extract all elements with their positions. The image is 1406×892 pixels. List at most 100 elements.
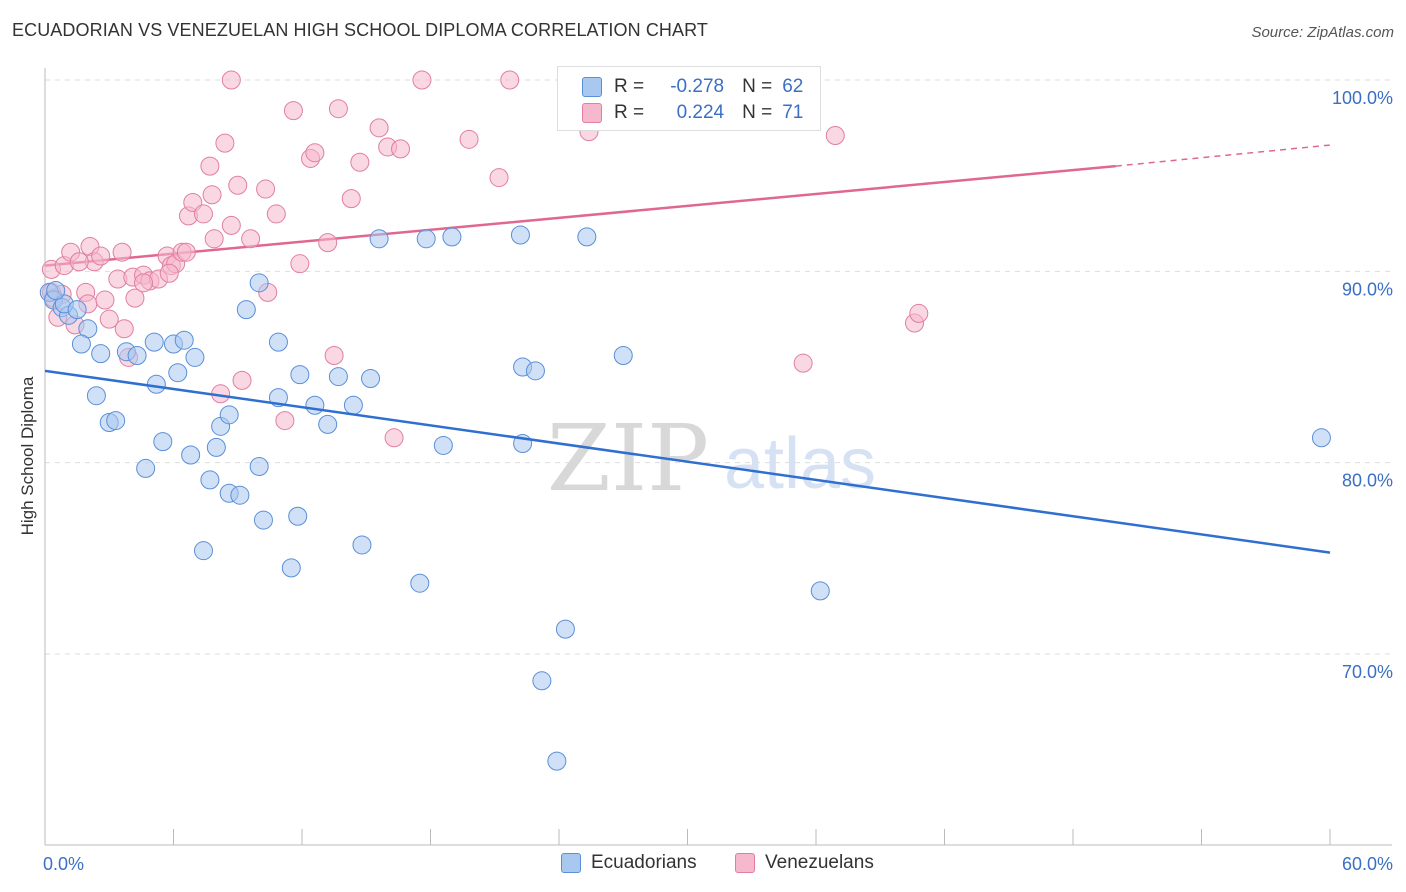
ecuadorians-swatch — [561, 853, 581, 873]
venezuelan-point — [91, 246, 111, 266]
ecuadorian-point — [181, 445, 201, 465]
venezuelan-point — [159, 263, 179, 283]
x-tick-label-min: 0.0% — [43, 854, 84, 874]
y-tick-label: 90.0% — [1342, 279, 1393, 299]
chart-title: ECUADORIAN VS VENEZUELAN HIGH SCHOOL DIP… — [12, 20, 708, 40]
ecuadorian-point — [146, 374, 166, 394]
ecuadorian-point — [249, 273, 269, 293]
y-tick-label: 80.0% — [1342, 471, 1393, 491]
venezuelan-point — [114, 319, 134, 339]
venezuelan-point — [266, 204, 286, 224]
x-tick-label-max: 60.0% — [1342, 854, 1393, 874]
axes — [44, 68, 1392, 846]
venezuelan-point — [275, 411, 295, 431]
venezuelan-point — [341, 189, 361, 209]
ecuadorian-point — [532, 671, 552, 691]
venezuelan-point — [500, 70, 520, 90]
ecuadorian-point — [86, 386, 106, 406]
venezuelan-point — [318, 233, 338, 253]
venezuelan-point — [350, 152, 370, 172]
venezuelan-point — [283, 101, 303, 121]
venezuelan-point — [369, 118, 389, 138]
venezuelan-point — [232, 370, 252, 390]
venezuelan-point — [290, 254, 310, 274]
ecuadorian-point — [352, 535, 372, 555]
ecuadorian-point — [416, 229, 436, 249]
venezuelan-point — [215, 133, 235, 153]
ecuadorian-point — [577, 227, 597, 247]
ecuadorian-point — [91, 344, 111, 364]
venezuelan-point — [69, 252, 89, 272]
venezuelan-point — [228, 175, 248, 195]
ecuadorian-point — [153, 432, 173, 452]
venezuelan-point — [825, 125, 845, 145]
venezuelan-point — [256, 179, 276, 199]
ecuadorian-point — [253, 510, 273, 530]
ecuadorian-point — [236, 300, 256, 320]
venezuelan-point — [793, 353, 813, 373]
legend-r-value: 0.224 — [676, 102, 725, 123]
venezuelan-point — [221, 215, 241, 235]
legend-row-ecuadorians: R = -0.278 N = 62 — [582, 76, 803, 98]
venezuelan-point — [125, 288, 145, 308]
ecuadorian-point — [106, 411, 126, 431]
venezuelan-point — [324, 346, 344, 366]
legend-item-venezuelans: Venezuelans — [735, 852, 874, 874]
venezuelan-point — [95, 290, 115, 310]
source-label: Source: ZipAtlas.com — [1251, 24, 1394, 41]
venezuelan-point — [200, 156, 220, 176]
ecuadorian-point — [193, 541, 213, 561]
venezuelan-point — [328, 99, 348, 119]
legend-label: Ecuadorians — [591, 852, 697, 873]
ecuadorian-point — [433, 435, 453, 455]
legend-r-label: R = — [614, 76, 645, 97]
venezuelans-swatch — [735, 853, 755, 873]
venezuelan-point — [909, 303, 929, 323]
venezuelans-trend-line — [44, 164, 1116, 267]
ecuadorians-trend-line — [44, 369, 1331, 554]
legend-r-label: R = — [614, 102, 645, 123]
ecuadorian-point — [168, 363, 188, 383]
venezuelan-point — [221, 70, 241, 90]
y-tick-label: 70.0% — [1342, 662, 1393, 682]
ecuadorian-point — [547, 751, 567, 771]
venezuelan-point — [459, 129, 479, 149]
ecuadorians-trend — [44, 369, 1331, 554]
legend-n-value: 71 — [782, 102, 804, 123]
ecuadorian-point — [46, 280, 66, 300]
ecuadorian-point — [555, 619, 575, 639]
ecuadorian-point — [127, 346, 147, 366]
ecuadorian-point — [206, 437, 226, 457]
ecuadorian-point — [174, 330, 194, 350]
ecuadorian-point — [136, 458, 156, 478]
ecuadorian-point — [369, 229, 389, 249]
ecuadorian-point — [361, 368, 381, 388]
ecuadorian-point — [305, 395, 325, 415]
gridlines — [45, 79, 1392, 655]
ecuadorian-point — [810, 581, 830, 601]
ecuadorian-point — [343, 395, 363, 415]
ecuadorian-point — [613, 346, 633, 366]
ecuadorian-point — [200, 470, 220, 490]
data-points — [39, 70, 1331, 771]
ecuadorian-point — [410, 573, 430, 593]
ecuadorian-point — [71, 334, 91, 354]
venezuelan-point — [99, 309, 119, 329]
legend-row-venezuelans: R = 0.224 N = 71 — [582, 102, 803, 124]
legend-n-value: 62 — [782, 76, 804, 97]
venezuelan-point — [241, 229, 261, 249]
tick-labels: 70.0% 80.0% 90.0% 100.0% 0.0% 60.0% — [43, 88, 1393, 874]
venezuelan-point — [193, 204, 213, 224]
y-tick-label: 100.0% — [1332, 88, 1393, 108]
venezuelan-point — [391, 139, 411, 159]
legend-label: Venezuelans — [765, 852, 874, 873]
ecuadorian-point — [219, 405, 239, 425]
venezuelans-swatch — [582, 103, 602, 123]
ecuadorian-point — [281, 558, 301, 578]
ecuadorian-point — [249, 456, 269, 476]
venezuelan-point — [384, 428, 404, 448]
ecuadorian-point — [525, 361, 545, 381]
ecuadorian-point — [442, 227, 462, 247]
ecuadorian-point — [290, 365, 310, 385]
